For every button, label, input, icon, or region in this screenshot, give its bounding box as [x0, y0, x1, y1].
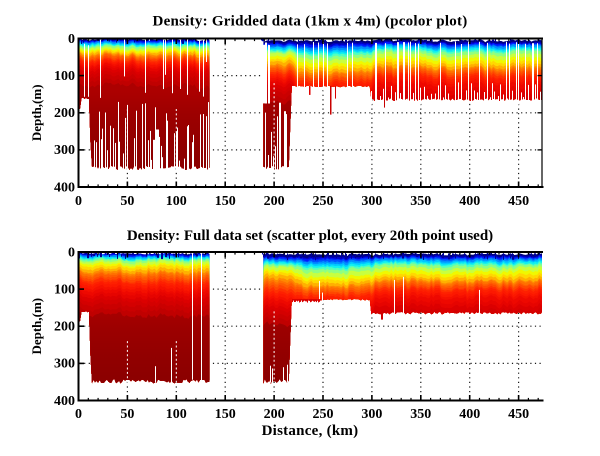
svg-text:450: 450 — [508, 194, 529, 209]
svg-text:Depth,(m): Depth,(m) — [29, 298, 44, 355]
svg-text:100: 100 — [54, 69, 75, 84]
svg-text:100: 100 — [166, 407, 187, 422]
svg-text:Depth,(m): Depth,(m) — [29, 84, 44, 141]
svg-text:150: 150 — [215, 194, 236, 209]
svg-text:50: 50 — [120, 407, 134, 422]
svg-text:150: 150 — [215, 407, 236, 422]
svg-text:0: 0 — [68, 245, 75, 260]
svg-text:450: 450 — [508, 407, 529, 422]
svg-text:300: 300 — [54, 357, 75, 372]
svg-text:Density: Full data set (scatte: Density: Full data set (scatter plot, ev… — [127, 228, 493, 244]
svg-text:400: 400 — [459, 407, 480, 422]
svg-text:200: 200 — [54, 320, 75, 335]
svg-text:250: 250 — [313, 407, 334, 422]
svg-text:200: 200 — [54, 106, 75, 121]
svg-text:350: 350 — [410, 407, 431, 422]
svg-text:50: 50 — [120, 194, 134, 209]
svg-text:0: 0 — [75, 407, 82, 422]
svg-text:300: 300 — [54, 143, 75, 158]
svg-text:200: 200 — [264, 407, 285, 422]
svg-text:300: 300 — [361, 407, 382, 422]
svg-text:400: 400 — [459, 194, 480, 209]
svg-text:100: 100 — [166, 194, 187, 209]
svg-text:200: 200 — [264, 194, 285, 209]
svg-text:Distance, (km): Distance, (km) — [262, 423, 359, 439]
svg-text:250: 250 — [313, 194, 334, 209]
svg-text:100: 100 — [54, 282, 75, 297]
svg-text:400: 400 — [54, 394, 75, 409]
svg-text:0: 0 — [68, 32, 75, 47]
svg-text:350: 350 — [410, 194, 431, 209]
svg-text:0: 0 — [75, 194, 82, 209]
svg-text:300: 300 — [361, 194, 382, 209]
svg-text:Density: Gridded data (1km x 4: Density: Gridded data (1km x 4m) (pcolor… — [153, 14, 468, 30]
svg-text:400: 400 — [54, 180, 75, 195]
